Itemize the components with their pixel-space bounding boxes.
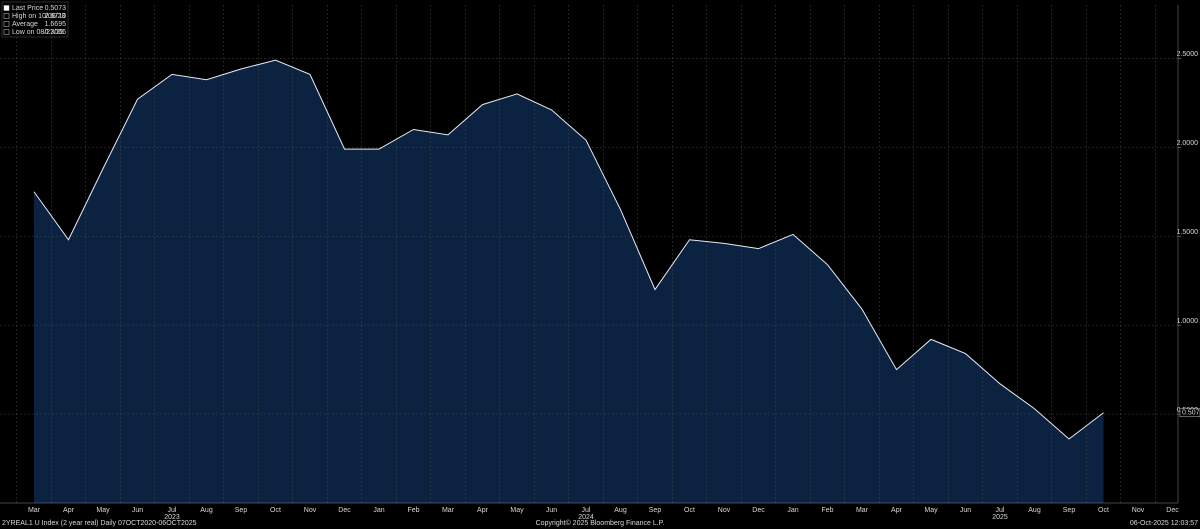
x-tick-label: Nov [718,507,731,514]
year-label: 2023 [164,514,180,521]
legend-label: Average [12,21,38,28]
x-tick-label: Sep [235,507,248,514]
x-tick-label: Nov [304,507,317,514]
x-tick-label: Jul [996,507,1005,514]
x-tick-label: Mar [442,507,455,514]
x-tick-label: Apr [891,507,903,514]
legend-label: Last Price [12,5,43,12]
legend-value: 0.5073 [45,5,67,12]
legend-swatch [3,29,10,35]
x-tick-label: Aug [614,507,627,514]
x-tick-label: Aug [1028,507,1041,514]
legend-swatch [3,21,10,27]
x-tick-label: Feb [821,507,833,514]
legend-label: High on 10/06/23 [12,13,65,20]
legend-value: 2.6710 [45,13,67,20]
year-label: 2025 [992,514,1008,521]
x-tick-label: Mar [28,507,41,514]
legend-swatch [3,13,10,19]
x-tick-label: Mar [856,507,869,514]
footer-center: Copyright© 2025 Bloomberg Finance L.P. [536,519,665,527]
x-tick-label: Dec [1166,507,1179,514]
x-tick-label: Feb [407,507,419,514]
y-tick-label: 1.5000 [1177,229,1199,236]
x-tick-label: Dec [752,507,765,514]
last-value-label: 0.5073 [1182,410,1200,417]
x-tick-label: Oct [270,507,281,514]
x-tick-label: Sep [1063,507,1076,514]
x-tick-label: Jun [132,507,143,514]
line [33,59,1104,440]
x-tick-label: May [96,507,110,514]
x-tick-label: Jul [582,507,591,514]
y-tick-label: 1.0000 [1177,318,1199,325]
legend-value: 0.3066 [45,29,67,36]
legend-label: Low on 08/27/25 [12,29,64,36]
x-tick-label: May [510,507,524,514]
x-tick-label: Sep [649,507,662,514]
x-tick-label: Apr [477,507,489,514]
legend-box [1,1,69,38]
x-tick-label: Oct [684,507,695,514]
x-tick-label: Jan [787,507,798,514]
x-tick-label: Jan [373,507,384,514]
x-tick-label: Dec [338,507,351,514]
x-tick-label: Jun [546,507,557,514]
y-tick-label: 2.0000 [1177,140,1199,147]
footer-right: 06-Oct-2025 12:03:57 [1130,520,1198,527]
legend-swatch [3,5,10,11]
x-tick-label: May [924,507,938,514]
x-tick-label: Oct [1098,507,1109,514]
legend-value: 1.6695 [45,21,67,28]
footer-left: 2YREAL1 U Index (2 year real) Daily 07OC… [2,520,197,527]
x-tick-label: Aug [200,507,213,514]
x-tick-label: Apr [63,507,75,514]
last-value-box [1179,408,1200,418]
year-label: 2024 [578,514,594,521]
x-tick-label: Jun [960,507,971,514]
x-tick-label: Jul [168,507,177,514]
y-tick-label: 2.5000 [1177,51,1199,58]
x-tick-label: Nov [1132,507,1145,514]
